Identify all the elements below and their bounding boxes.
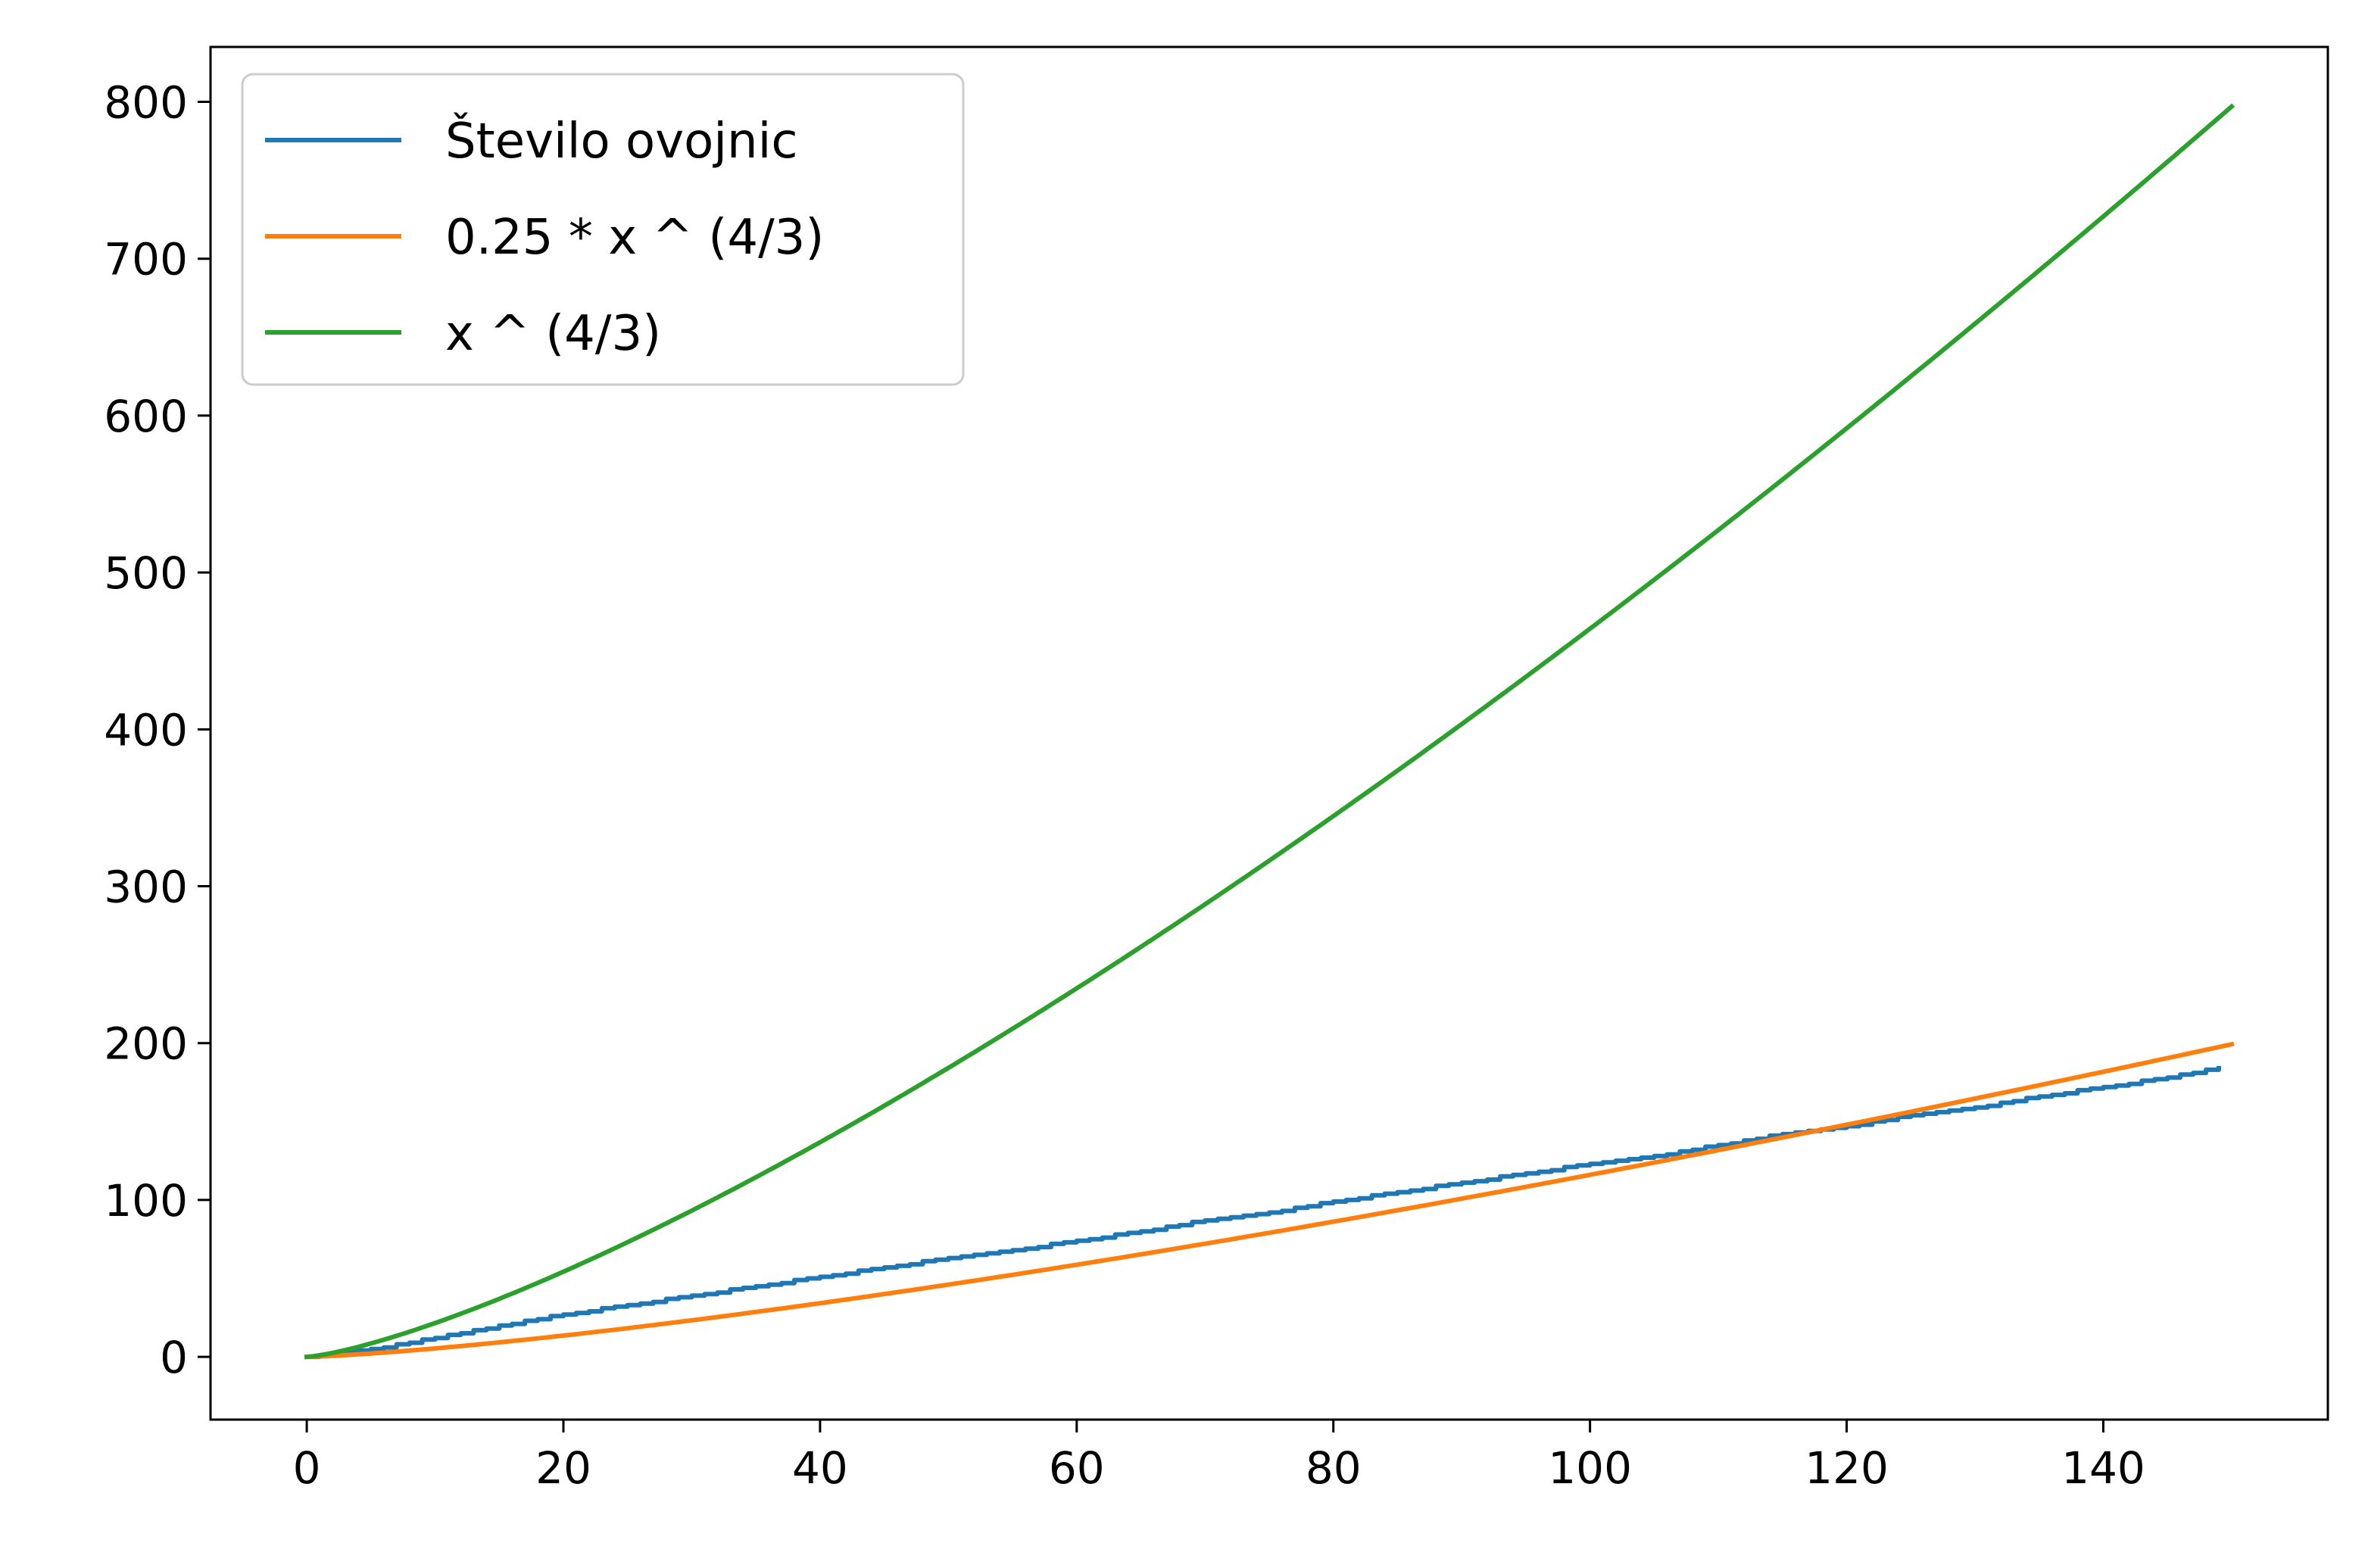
legend-label-x-4-3: x ^ (4/3) [445,306,661,362]
y-tick-label: 800 [104,77,188,129]
y-tick-label: 700 [104,234,188,285]
y-axis: 0 100 200 300 400 500 600 700 800 [104,77,211,1383]
y-tick-label: 0 [160,1332,188,1383]
series-line-stevilo-ovojnic [304,1065,2221,1360]
y-tick-label: 200 [104,1018,188,1070]
y-tick-label: 400 [104,704,188,756]
x-tick-label: 60 [1049,1442,1105,1494]
legend-box [241,73,965,386]
x-axis: 0 20 40 60 80 100 120 140 [293,1420,2145,1494]
legend-label-stevilo-ovojnic: Število ovojnic [445,112,798,170]
y-tick-label: 500 [104,547,188,599]
series-line-0-25-x-4-3 [304,1041,2235,1360]
x-tick-label: 80 [1306,1442,1362,1494]
x-tick-label: 140 [2061,1442,2145,1494]
series-line-x-4-3 [304,103,2235,1360]
series-layer [304,103,2235,1360]
x-tick-label: 120 [1805,1442,1889,1494]
x-tick-label: 100 [1548,1442,1632,1494]
plot-frame [209,45,2329,1421]
legend: Število ovojnic 0.25 * x ^ (4/3) x ^ (4/3) [241,73,965,386]
legend-label-0-25-x-4-3: 0.25 * x ^ (4/3) [445,210,824,266]
y-tick-label: 600 [104,391,188,442]
y-tick-label: 300 [104,862,188,913]
x-tick-label: 0 [293,1442,321,1494]
x-tick-label: 40 [792,1442,848,1494]
y-tick-label: 100 [104,1175,188,1227]
x-tick-label: 20 [535,1442,591,1494]
